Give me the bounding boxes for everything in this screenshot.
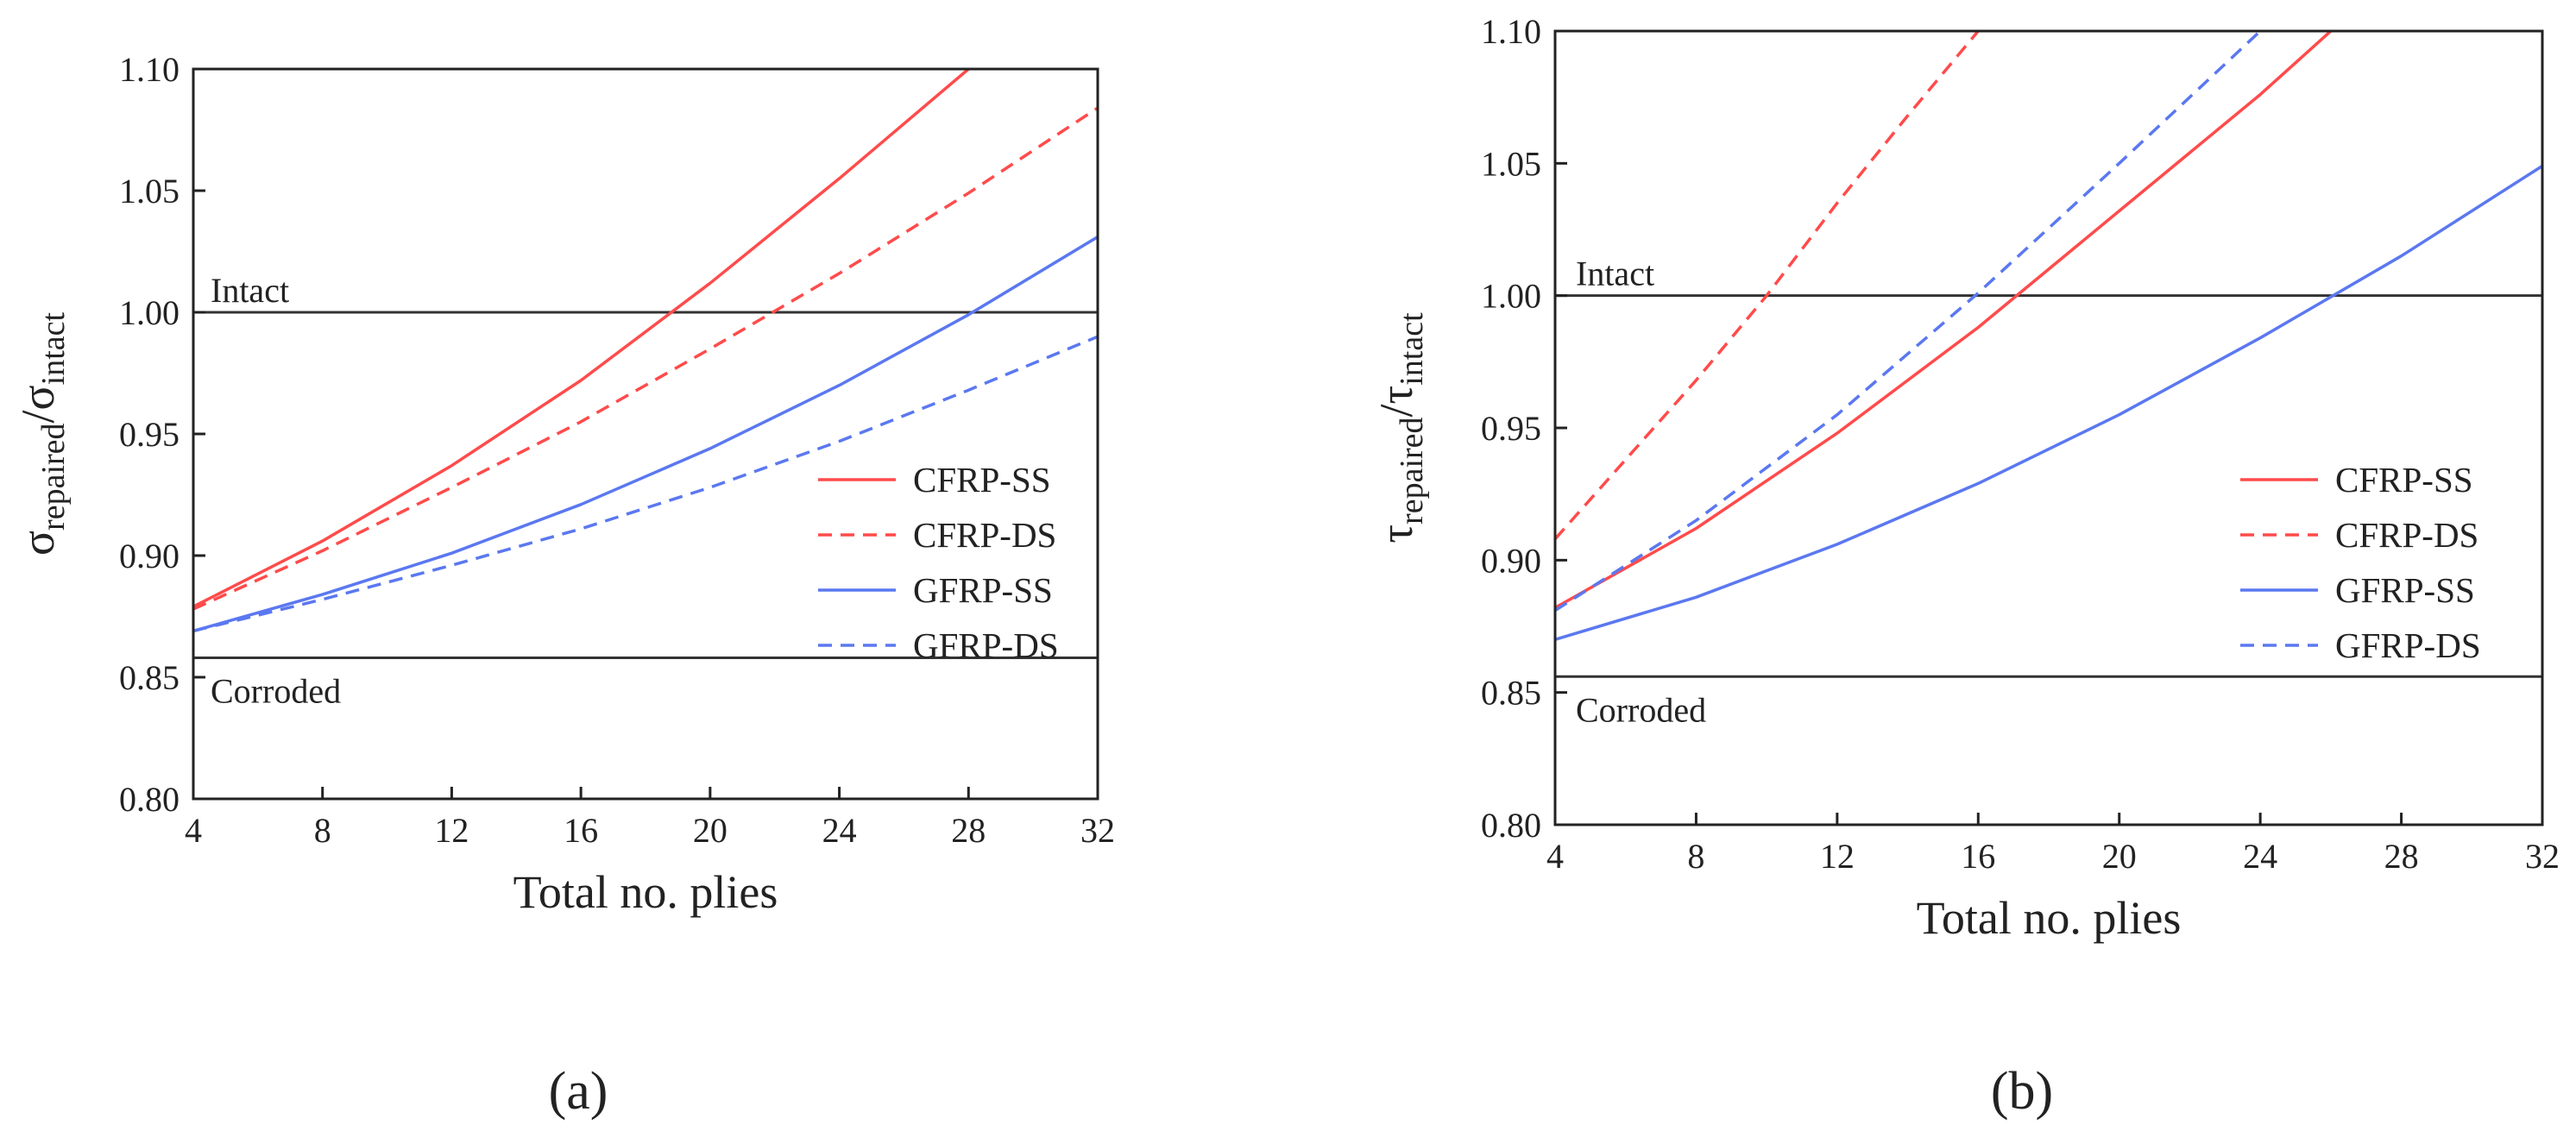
y-tick-label: 0.95	[119, 415, 180, 454]
y-tick-label: 0.95	[1481, 409, 1541, 448]
x-tick-label: 20	[693, 811, 727, 850]
y-tick-label: 1.10	[1481, 12, 1541, 51]
x-tick-label: 24	[822, 811, 857, 850]
y-tick-label: 1.00	[1481, 277, 1541, 316]
series-line-gfrp-ds	[193, 335, 1098, 633]
y-tick-label: 1.05	[1481, 144, 1541, 183]
data-series-group	[1555, 31, 2542, 641]
x-tick-label: 8	[1687, 837, 1704, 876]
x-tick-label: 32	[1080, 811, 1115, 850]
x-axis-label: Total no. plies	[1917, 892, 2182, 944]
y-tick-label: 1.05	[119, 172, 180, 210]
y-label-sub-intact: intact	[35, 312, 72, 386]
series-line-cfrp-ds	[193, 106, 1098, 611]
x-tick-label: 4	[185, 811, 202, 850]
legend-label-gfrp-ds: GFRP-DS	[2335, 625, 2481, 665]
series-line-gfrp-ss	[1555, 164, 2542, 641]
x-axis-label: Total no. plies	[513, 866, 778, 918]
panel-b-label: (b)	[1991, 1062, 2053, 1121]
y-label-sub-intact: intact	[1394, 312, 1430, 386]
series-line-gfrp-ds	[1555, 31, 2262, 613]
x-tick-label: 24	[2243, 837, 2277, 876]
data-series-group	[193, 69, 1098, 633]
y-label-sub-repaired: repaired	[35, 423, 72, 530]
series-line-gfrp-ss	[193, 236, 1098, 633]
y-axis-label: τrepaired/τintact	[1370, 312, 1430, 544]
y-tick-label: 0.90	[119, 537, 180, 575]
x-tick-label: 16	[564, 811, 598, 850]
y-tick-label: 0.85	[1481, 674, 1541, 713]
y-label-main: σ	[12, 531, 64, 556]
y-tick-label: 0.85	[119, 658, 180, 697]
y-label-mid: /τ	[1370, 386, 1422, 418]
x-tick-label: 28	[2384, 837, 2419, 876]
series-line-cfrp-ds	[1555, 31, 1980, 540]
legend-label-cfrp-ds: CFRP-DS	[913, 515, 1056, 555]
legend-label-cfrp-ds: CFRP-DS	[2335, 515, 2478, 555]
legend-label-gfrp-ss: GFRP-SS	[2335, 570, 2475, 610]
y-label-sub-repaired: repaired	[1394, 417, 1430, 524]
legend-label-gfrp-ds: GFRP-DS	[913, 625, 1059, 665]
chart-panel-b: Intact Corroded 4 8 12 16 20 24 28 32 0.80 0.85 0.90…	[1370, 12, 2560, 944]
panel-a-label: (a)	[549, 1062, 608, 1121]
series-line-cfrp-ss	[1555, 31, 2333, 610]
legend-label-cfrp-ss: CFRP-SS	[2335, 460, 2473, 500]
y-tick-label: 0.90	[1481, 541, 1541, 580]
x-tick-label: 16	[1961, 837, 1995, 876]
chart-panel-a: Intact Corroded 4 8 12 16 20 24 28 32 0.80 0.85 0.90…	[12, 50, 1115, 918]
x-tick-label: 12	[434, 811, 469, 850]
y-label-main: τ	[1370, 525, 1422, 544]
y-tick-label: 0.80	[119, 780, 180, 819]
series-line-cfrp-ss	[193, 69, 970, 608]
x-tick-label: 12	[1820, 837, 1855, 876]
y-axis-label: σrepaired/σintact	[12, 312, 72, 556]
x-tick-label: 20	[2102, 837, 2137, 876]
x-tick-label: 28	[951, 811, 986, 850]
y-tick-label: 1.00	[119, 293, 180, 332]
annotation-corroded: Corroded	[211, 671, 341, 710]
annotation-intact: Intact	[1576, 254, 1654, 293]
x-tick-label: 4	[1546, 837, 1564, 876]
x-tick-label: 32	[2525, 837, 2560, 876]
y-label-mid: /σ	[12, 385, 64, 423]
y-tick-label: 1.10	[119, 50, 180, 89]
y-tick-label: 0.80	[1481, 806, 1541, 845]
legend-label-cfrp-ss: CFRP-SS	[913, 460, 1051, 500]
annotation-corroded: Corroded	[1576, 690, 1706, 729]
x-tick-label: 8	[314, 811, 331, 850]
legend-label-gfrp-ss: GFRP-SS	[913, 570, 1053, 610]
annotation-intact: Intact	[211, 271, 289, 310]
